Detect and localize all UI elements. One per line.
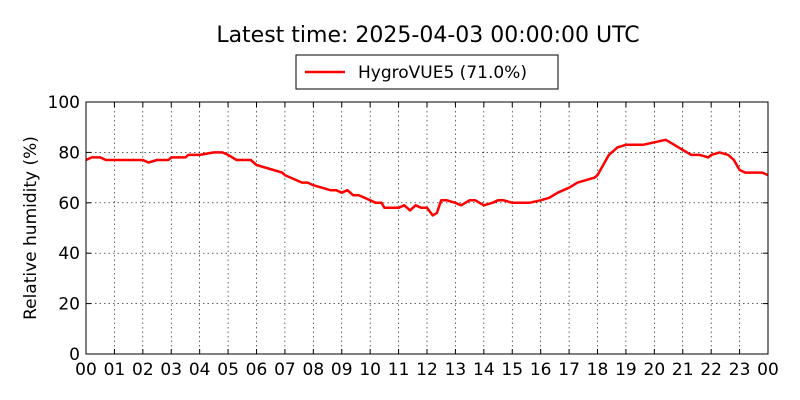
x-tick-label: 13: [445, 360, 467, 380]
x-tick-label: 00: [75, 360, 97, 380]
y-axis-label: Relative humidity (%): [21, 136, 41, 320]
legend: HygroVUE5 (71.0%): [295, 54, 559, 90]
x-tick-label: 08: [303, 360, 325, 380]
x-tick-label: 14: [473, 360, 495, 380]
x-tick-label: 07: [274, 360, 296, 380]
x-tick-label: 00: [757, 360, 779, 380]
legend-label: HygroVUE5 (71.0%): [358, 63, 527, 83]
x-tick-label: 02: [132, 360, 154, 380]
x-tick-label: 04: [189, 360, 211, 380]
grid: [86, 102, 768, 354]
y-tick-label: 40: [58, 244, 80, 264]
x-tick-label: 15: [501, 360, 523, 380]
series-layer: [85, 138, 769, 217]
x-tick-label: 20: [644, 360, 666, 380]
x-tick-label: 19: [615, 360, 637, 380]
y-tick-label: 60: [58, 194, 80, 214]
x-tick-label: 01: [104, 360, 126, 380]
x-tick-label: 06: [246, 360, 268, 380]
y-tick-label: 100: [48, 93, 80, 113]
x-tick-label: 05: [217, 360, 239, 380]
x-tick-label: 16: [530, 360, 552, 380]
x-tick-label: 10: [359, 360, 381, 380]
y-tick-label: 20: [58, 295, 80, 315]
x-tick-label: 09: [331, 360, 353, 380]
x-tick-label: 03: [160, 360, 182, 380]
axis-ticks: 00 01 02 03 04 05 06 07 08 09 10 11 12 13 14 15 16 17 18 19…: [48, 93, 779, 380]
x-tick-label: 12: [416, 360, 438, 380]
x-tick-label: 22: [700, 360, 722, 380]
x-tick-label: 23: [729, 360, 751, 380]
x-tick-label: 21: [672, 360, 694, 380]
y-tick-label: 80: [58, 143, 80, 163]
series-line-hygrovue5: [85, 138, 769, 217]
chart-title: Latest time: 2025-04-03 00:00:00 UTC: [216, 23, 639, 48]
x-tick-label: 17: [558, 360, 580, 380]
x-tick-label: 11: [388, 360, 410, 380]
x-tick-label: 18: [587, 360, 609, 380]
y-tick-label: 0: [69, 345, 80, 365]
